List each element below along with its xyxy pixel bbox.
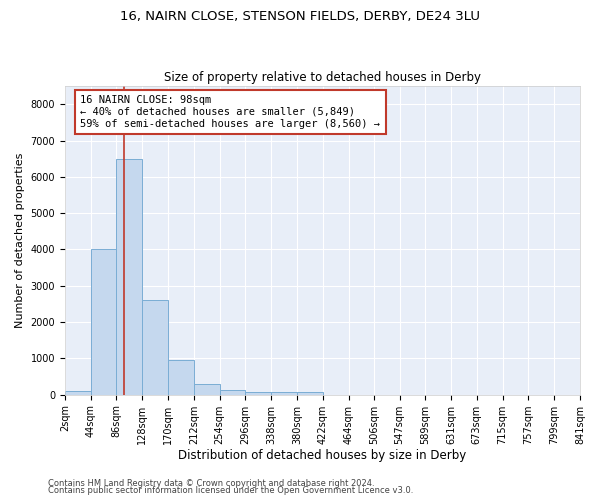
- Bar: [65, 391, 91, 394]
- Bar: [297, 392, 323, 394]
- Bar: [168, 360, 194, 394]
- Bar: [194, 384, 220, 394]
- Bar: [142, 300, 168, 394]
- Bar: [91, 250, 116, 394]
- Bar: [271, 392, 297, 394]
- Text: 16 NAIRN CLOSE: 98sqm
← 40% of detached houses are smaller (5,849)
59% of semi-d: 16 NAIRN CLOSE: 98sqm ← 40% of detached …: [80, 96, 380, 128]
- Bar: [245, 392, 271, 394]
- Bar: [220, 390, 245, 394]
- Text: Contains HM Land Registry data © Crown copyright and database right 2024.: Contains HM Land Registry data © Crown c…: [48, 478, 374, 488]
- Title: Size of property relative to detached houses in Derby: Size of property relative to detached ho…: [164, 70, 481, 84]
- Bar: [116, 158, 142, 394]
- Text: 16, NAIRN CLOSE, STENSON FIELDS, DERBY, DE24 3LU: 16, NAIRN CLOSE, STENSON FIELDS, DERBY, …: [120, 10, 480, 23]
- Y-axis label: Number of detached properties: Number of detached properties: [15, 152, 25, 328]
- Text: Contains public sector information licensed under the Open Government Licence v3: Contains public sector information licen…: [48, 486, 413, 495]
- X-axis label: Distribution of detached houses by size in Derby: Distribution of detached houses by size …: [178, 450, 467, 462]
